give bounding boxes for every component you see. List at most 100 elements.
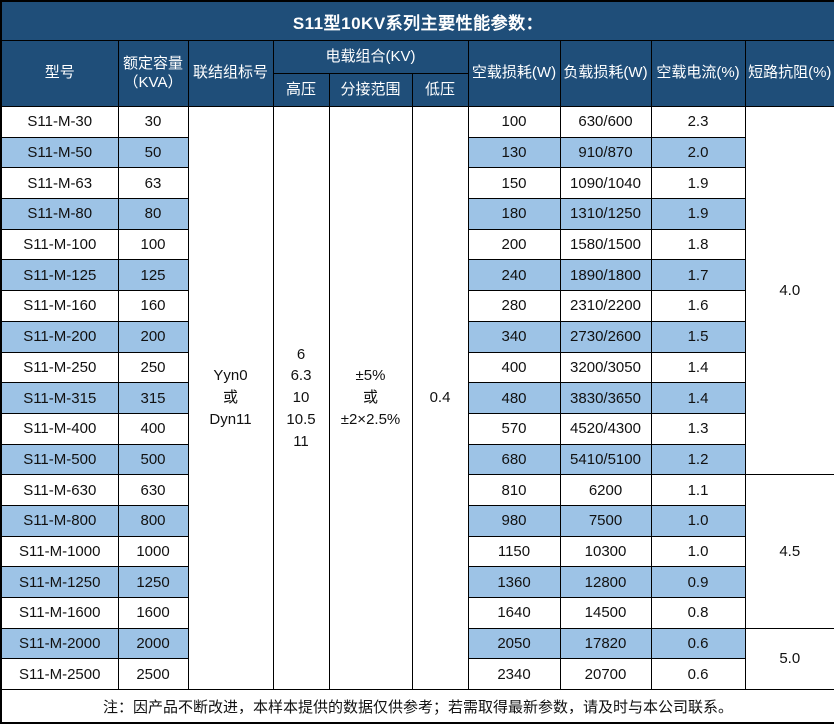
cell-no-load-current: 2.3 — [651, 107, 745, 138]
cell-load-loss: 12800 — [560, 567, 651, 598]
cell-no-load-current: 1.2 — [651, 444, 745, 475]
footer-note: 注：因产品不断改进，本样本提供的数据仅供参考；若需取得最新参数，请及时与本公司联… — [1, 690, 834, 724]
cell-no-load-current: 1.7 — [651, 260, 745, 291]
cell-rated-capacity: 2000 — [118, 628, 188, 659]
cell-rated-capacity: 400 — [118, 413, 188, 444]
cell-no-load-current: 2.0 — [651, 137, 745, 168]
cell-no-load-loss: 2050 — [468, 628, 560, 659]
cell-load-loss: 1090/1040 — [560, 168, 651, 199]
header-row-1: 型号 额定容量 （KVA） 联结组标号 电载组合(KV) 空载损耗(W) 负载损… — [1, 41, 834, 74]
cell-rated-capacity: 630 — [118, 475, 188, 506]
cell-no-load-loss: 100 — [468, 107, 560, 138]
cell-no-load-loss: 1150 — [468, 536, 560, 567]
cell-model: S11-M-2000 — [1, 628, 118, 659]
cell-no-load-loss: 340 — [468, 321, 560, 352]
title-row: S11型10KV系列主要性能参数： — [1, 1, 834, 41]
cell-load-loss: 2310/2200 — [560, 291, 651, 322]
cell-load-loss: 910/870 — [560, 137, 651, 168]
cell-load-loss: 10300 — [560, 536, 651, 567]
cell-no-load-loss: 480 — [468, 383, 560, 414]
cell-load-loss: 1310/1250 — [560, 199, 651, 230]
cell-load-loss: 5410/5100 — [560, 444, 651, 475]
cell-connection-symbol-line: Yyn0 — [189, 365, 273, 387]
col-header-rated-capacity-line2: （KVA） — [119, 74, 188, 93]
cell-rated-capacity: 1250 — [118, 567, 188, 598]
cell-no-load-loss: 1360 — [468, 567, 560, 598]
cell-short-circuit-impedance-line: 4.5 — [746, 541, 834, 563]
cell-rated-capacity: 315 — [118, 383, 188, 414]
col-header-load-loss: 负载损耗(W) — [560, 41, 651, 107]
cell-no-load-current: 1.8 — [651, 229, 745, 260]
cell-load-loss: 20700 — [560, 659, 651, 690]
cell-model: S11-M-100 — [1, 229, 118, 260]
col-header-model: 型号 — [1, 41, 118, 107]
table-title: S11型10KV系列主要性能参数： — [1, 1, 834, 41]
cell-tap-range-line: ±5% — [330, 365, 412, 387]
cell-no-load-loss: 150 — [468, 168, 560, 199]
cell-load-loss: 3830/3650 — [560, 383, 651, 414]
col-header-no-load-loss: 空载损耗(W) — [468, 41, 560, 107]
cell-rated-capacity: 100 — [118, 229, 188, 260]
cell-no-load-current: 1.1 — [651, 475, 745, 506]
cell-load-loss: 2730/2600 — [560, 321, 651, 352]
cell-no-load-current: 1.0 — [651, 536, 745, 567]
cell-no-load-loss: 680 — [468, 444, 560, 475]
cell-model: S11-M-50 — [1, 137, 118, 168]
cell-load-loss: 3200/3050 — [560, 352, 651, 383]
col-header-low-voltage: 低压 — [412, 74, 468, 107]
footer-row: 注：因产品不断改进，本样本提供的数据仅供参考；若需取得最新参数，请及时与本公司联… — [1, 690, 834, 724]
cell-no-load-current: 0.9 — [651, 567, 745, 598]
cell-rated-capacity: 1600 — [118, 598, 188, 629]
cell-load-loss: 1890/1800 — [560, 260, 651, 291]
cell-tap-range-line: ±2×2.5% — [330, 409, 412, 431]
col-header-voltage-combination: 电载组合(KV) — [273, 41, 468, 74]
cell-load-loss: 14500 — [560, 598, 651, 629]
cell-rated-capacity: 80 — [118, 199, 188, 230]
cell-rated-capacity: 2500 — [118, 659, 188, 690]
cell-low-voltage: 0.4 — [412, 107, 468, 690]
cell-model: S11-M-630 — [1, 475, 118, 506]
cell-short-circuit-impedance-line: 5.0 — [746, 648, 834, 670]
cell-rated-capacity: 250 — [118, 352, 188, 383]
cell-model: S11-M-63 — [1, 168, 118, 199]
cell-model: S11-M-1600 — [1, 598, 118, 629]
cell-model: S11-M-1000 — [1, 536, 118, 567]
cell-no-load-current: 0.6 — [651, 628, 745, 659]
cell-rated-capacity: 1000 — [118, 536, 188, 567]
cell-load-loss: 17820 — [560, 628, 651, 659]
cell-connection-symbol-line: 或 — [189, 387, 273, 409]
cell-no-load-loss: 810 — [468, 475, 560, 506]
cell-no-load-current: 1.9 — [651, 199, 745, 230]
cell-load-loss: 6200 — [560, 475, 651, 506]
col-header-rated-capacity-line1: 额定容量 — [119, 55, 188, 74]
cell-rated-capacity: 800 — [118, 505, 188, 536]
col-header-no-load-current: 空载电流(%) — [651, 41, 745, 107]
cell-model: S11-M-30 — [1, 107, 118, 138]
col-header-high-voltage: 高压 — [273, 74, 329, 107]
cell-no-load-current: 1.5 — [651, 321, 745, 352]
cell-tap-range: ±5%或±2×2.5% — [329, 107, 412, 690]
cell-high-voltage-line: 10 — [274, 387, 329, 409]
cell-no-load-current: 1.4 — [651, 383, 745, 414]
cell-model: S11-M-1250 — [1, 567, 118, 598]
cell-model: S11-M-250 — [1, 352, 118, 383]
cell-no-load-current: 1.6 — [651, 291, 745, 322]
cell-model: S11-M-80 — [1, 199, 118, 230]
cell-model: S11-M-125 — [1, 260, 118, 291]
cell-model: S11-M-160 — [1, 291, 118, 322]
cell-no-load-loss: 2340 — [468, 659, 560, 690]
cell-high-voltage-line: 10.5 — [274, 409, 329, 431]
cell-no-load-loss: 980 — [468, 505, 560, 536]
cell-no-load-loss: 400 — [468, 352, 560, 383]
col-header-short-circuit-impedance: 短路抗阻(%) — [745, 41, 834, 107]
cell-no-load-loss: 240 — [468, 260, 560, 291]
cell-rated-capacity: 500 — [118, 444, 188, 475]
cell-rated-capacity: 63 — [118, 168, 188, 199]
cell-no-load-current: 1.4 — [651, 352, 745, 383]
cell-rated-capacity: 160 — [118, 291, 188, 322]
cell-low-voltage-line: 0.4 — [413, 387, 468, 409]
cell-no-load-loss: 280 — [468, 291, 560, 322]
